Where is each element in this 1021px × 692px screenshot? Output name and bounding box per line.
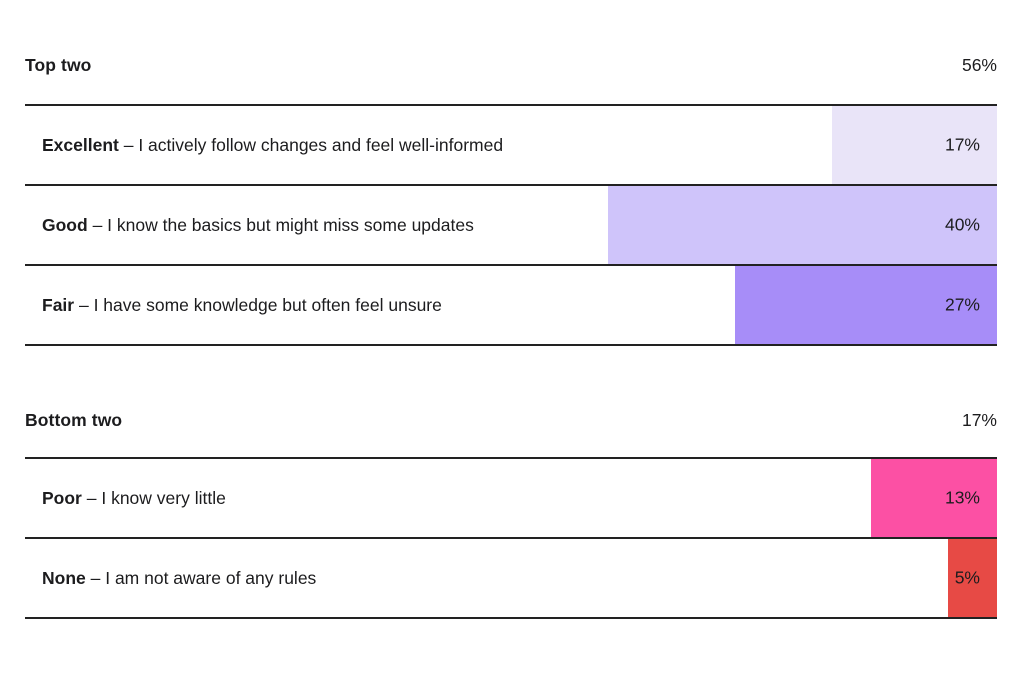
row-label: Excellent – I actively follow changes an… [42,133,503,157]
bar-excellent [831,106,997,184]
row-desc: – I have some knowledge but often feel u… [78,295,442,315]
chart-area: Top two 56% Excellent – I actively follo… [25,0,997,619]
row-percent: 13% [944,487,980,508]
row-term: Fair [42,295,75,315]
bar-row-fair: Fair – I have some knowledge but often f… [25,264,997,344]
bar-fair [734,266,997,344]
bar-row-good: Good – I know the basics but might miss … [25,184,997,264]
row-percent: 27% [944,294,980,315]
section-total-value: 17% [961,410,997,430]
section-top-two: Top two 56% Excellent – I actively follo… [25,0,997,346]
section-total-value: 56% [961,55,997,75]
section-bottom-two: Bottom two 17% Poor – I know very little… [25,346,997,619]
row-desc: – I know very little [86,488,226,508]
row-label: None – I am not aware of any rules [42,566,316,590]
row-desc: – I actively follow changes and feel wel… [123,135,504,155]
row-percent: 17% [944,134,980,155]
bar-row-poor: Poor – I know very little 13% [25,457,997,537]
bar-none [948,539,997,617]
row-percent: 40% [944,214,980,235]
bar-poor [870,459,997,537]
section-bottom-two-rows: Poor – I know very little 13% None – I a… [25,457,997,619]
row-label: Poor – I know very little [42,486,226,510]
section-top-two-rows: Excellent – I actively follow changes an… [25,104,997,346]
row-term: Poor [42,488,82,508]
section-top-two-header: Top two 56% [25,0,997,77]
row-desc: – I am not aware of any rules [90,568,317,588]
section-title: Bottom two [25,410,123,430]
section-bottom-two-header: Bottom two 17% [25,346,997,432]
bar-row-none: None – I am not aware of any rules 5% [25,537,997,617]
bar-good [608,186,997,264]
row-term: Good [42,215,88,235]
row-label: Fair – I have some knowledge but often f… [42,293,442,317]
row-term: Excellent [42,135,119,155]
row-desc: – I know the basics but might miss some … [92,215,474,235]
row-term: None [42,568,86,588]
bar-row-excellent: Excellent – I actively follow changes an… [25,104,997,184]
row-percent: 5% [954,567,980,588]
row-label: Good – I know the basics but might miss … [42,213,474,237]
section-title: Top two [25,55,92,75]
